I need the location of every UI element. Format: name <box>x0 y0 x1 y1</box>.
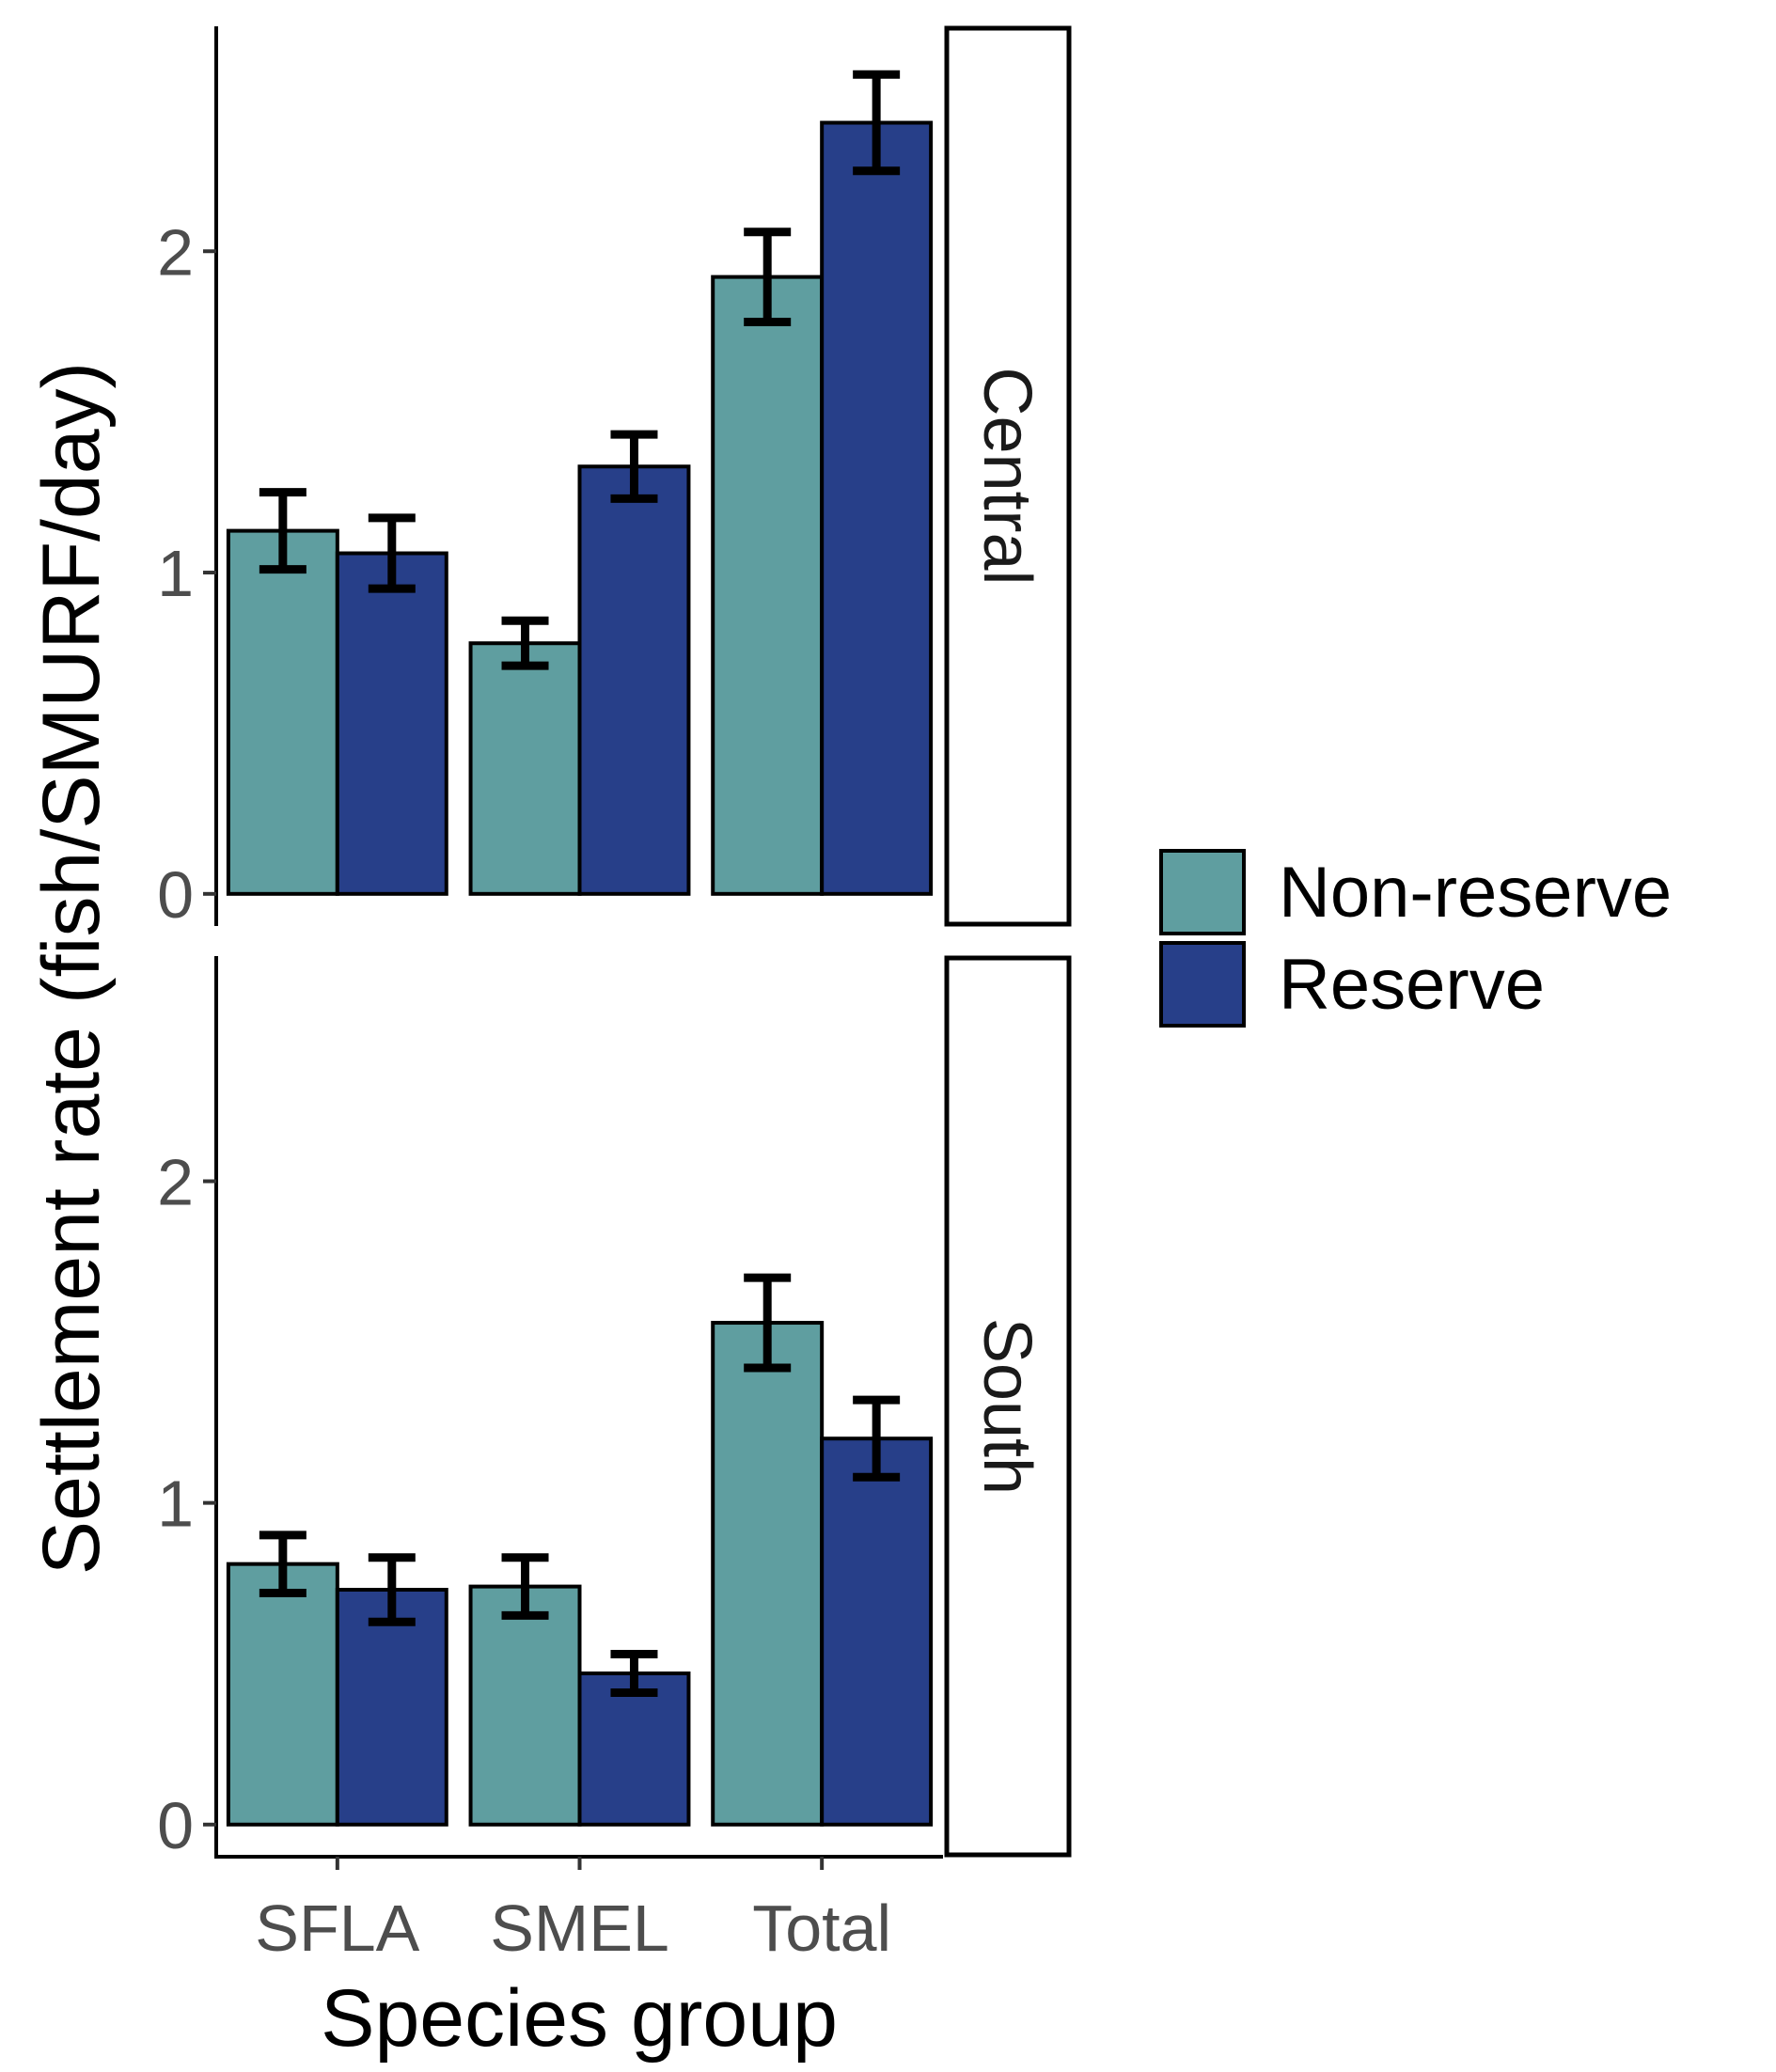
bar-south-sfla-non-reserve <box>226 1562 339 1827</box>
bar-central-smel-reserve <box>577 464 691 896</box>
y-tick-label: 2 <box>157 1146 194 1219</box>
error-bar-central-sfla-reserve <box>368 513 416 593</box>
x-tick-label-smel: SMEL <box>490 1891 669 1965</box>
x-axis-title: Species group <box>321 1973 838 2064</box>
strip-south <box>944 955 1072 1858</box>
error-bar-south-smel-reserve <box>610 1649 658 1698</box>
error-bar-central-total-non-reserve <box>744 228 792 326</box>
bar-central-smel-non-reserve <box>468 641 582 896</box>
bar-south-total-reserve <box>820 1436 934 1827</box>
legend: Non-reserve Reserve <box>1159 849 1672 1028</box>
y-tick-label: 0 <box>157 1789 194 1862</box>
x-tick-label-total: Total <box>752 1891 891 1965</box>
bar-south-sfla-reserve <box>335 1588 448 1827</box>
bar-south-smel-non-reserve <box>468 1584 582 1827</box>
y-axis-title: Settlement rate (fish/SMURF/day) <box>26 362 117 1575</box>
strip-central <box>944 25 1072 927</box>
error-bar-central-sfla-non-reserve <box>259 488 306 574</box>
panel-central: 0 1 2 Central <box>157 25 1072 932</box>
error-bar-south-sfla-reserve <box>368 1553 416 1626</box>
panel-south: 0 1 2 South <box>157 955 1072 1862</box>
bar-central-total-reserve <box>820 120 934 896</box>
bar-central-sfla-non-reserve <box>226 528 339 896</box>
y-tick-label: 1 <box>157 1468 194 1541</box>
bar-central-sfla-reserve <box>335 551 448 896</box>
error-bar-south-total-reserve <box>853 1395 901 1482</box>
legend-label-non-reserve: Non-reserve <box>1279 853 1672 933</box>
strip-label-central: Central <box>969 367 1045 585</box>
legend-key-non-reserve <box>1159 849 1246 935</box>
error-bar-central-smel-non-reserve <box>501 616 549 670</box>
error-bar-central-smel-reserve <box>610 430 658 503</box>
x-tick-label-sfla: SFLA <box>255 1891 419 1965</box>
legend-key-reserve <box>1159 941 1246 1028</box>
y-tick-label: 0 <box>157 858 194 932</box>
legend-label-reserve: Reserve <box>1279 945 1545 1025</box>
error-bar-south-smel-non-reserve <box>501 1553 549 1620</box>
error-bar-central-total-reserve <box>853 70 901 176</box>
bar-south-total-non-reserve <box>711 1321 825 1827</box>
bar-central-total-non-reserve <box>711 275 825 896</box>
y-tick-label: 2 <box>157 215 194 289</box>
error-bar-south-sfla-non-reserve <box>259 1530 306 1597</box>
strip-label-south: South <box>969 1318 1045 1495</box>
error-bar-south-total-non-reserve <box>744 1273 792 1373</box>
y-tick-label: 1 <box>157 537 194 610</box>
